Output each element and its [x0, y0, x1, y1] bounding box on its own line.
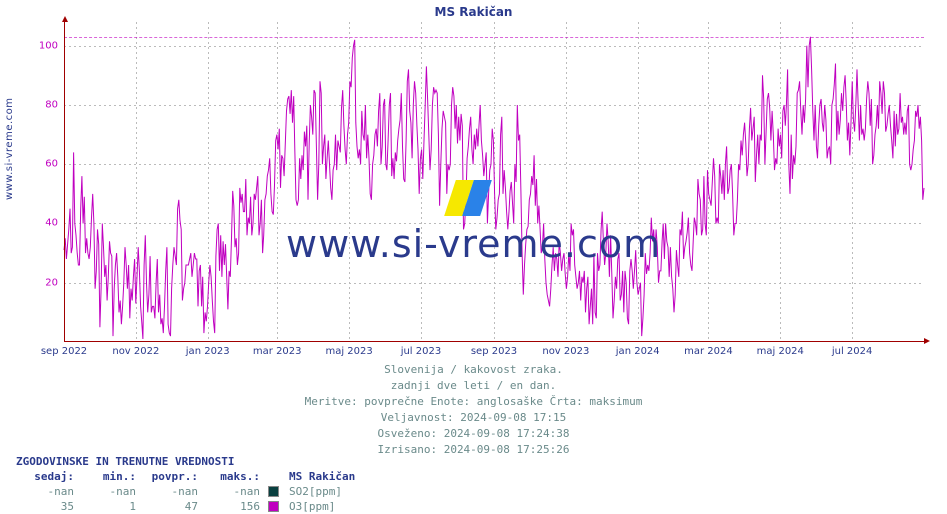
- legend-station-header: MS Rakičan: [285, 470, 359, 485]
- legend-table: sedaj:min.:povpr.:maks.:MS Rakičan -nan-…: [16, 470, 359, 514]
- plot-area: www.si-vreme.com 20406080100 sep 2022nov…: [64, 22, 924, 342]
- ytick-label: 40: [28, 218, 58, 229]
- legend-swatch-icon: [268, 486, 279, 497]
- legend-col-header: sedaj:: [16, 470, 78, 485]
- legend-col-header: min.:: [78, 470, 140, 485]
- xtick-label: sep 2023: [471, 346, 517, 357]
- legend-block: ZGODOVINSKE IN TRENUTNE VREDNOSTI sedaj:…: [16, 455, 359, 514]
- xtick-label: sep 2022: [41, 346, 87, 357]
- legend-col-header: maks.:: [202, 470, 264, 485]
- chart-caption: Slovenija / kakovost zraka.zadnji dve le…: [0, 362, 947, 458]
- legend-series-label: O3[ppm]: [285, 500, 359, 514]
- ytick-label: 60: [28, 159, 58, 170]
- legend-value: 1: [78, 500, 140, 514]
- legend-value: -nan: [202, 485, 264, 500]
- legend-row: -nan-nan-nan-nanSO2[ppm]: [16, 485, 359, 500]
- caption-line: Meritve: povprečne Enote: anglosaške Črt…: [0, 394, 947, 410]
- chart-title: MS Rakičan: [0, 5, 947, 19]
- xtick-label: maj 2024: [757, 346, 804, 357]
- caption-line: Osveženo: 2024-09-08 17:24:38: [0, 426, 947, 442]
- xtick-label: jul 2023: [401, 346, 442, 357]
- xtick-label: mar 2024: [684, 346, 733, 357]
- caption-line: Slovenija / kakovost zraka.: [0, 362, 947, 378]
- caption-line: zadnji dve leti / en dan.: [0, 378, 947, 394]
- legend-value: 47: [140, 500, 202, 514]
- legend-value: -nan: [16, 485, 78, 500]
- ytick-label: 20: [28, 277, 58, 288]
- xtick-label: mar 2023: [253, 346, 302, 357]
- xtick-label: nov 2023: [542, 346, 589, 357]
- site-label-vertical: www.si-vreme.com: [4, 97, 15, 200]
- legend-swatch-icon: [268, 501, 279, 512]
- xtick-label: nov 2022: [112, 346, 159, 357]
- legend-value: 35: [16, 500, 78, 514]
- ytick-label: 80: [28, 99, 58, 110]
- legend-title: ZGODOVINSKE IN TRENUTNE VREDNOSTI: [16, 455, 359, 470]
- xtick-label: jan 2023: [186, 346, 230, 357]
- legend-row: 35147156 O3[ppm]: [16, 500, 359, 514]
- legend-value: 156: [202, 500, 264, 514]
- legend-value: -nan: [140, 485, 202, 500]
- legend-value: -nan: [78, 485, 140, 500]
- xtick-label: maj 2023: [325, 346, 372, 357]
- caption-line: Veljavnost: 2024-09-08 17:15: [0, 410, 947, 426]
- legend-col-header: povpr.:: [140, 470, 202, 485]
- ytick-label: 100: [28, 40, 58, 51]
- legend-series-label: SO2[ppm]: [285, 485, 359, 500]
- axis-frame: [64, 22, 924, 342]
- xtick-label: jan 2024: [616, 346, 660, 357]
- xtick-label: jul 2024: [832, 346, 873, 357]
